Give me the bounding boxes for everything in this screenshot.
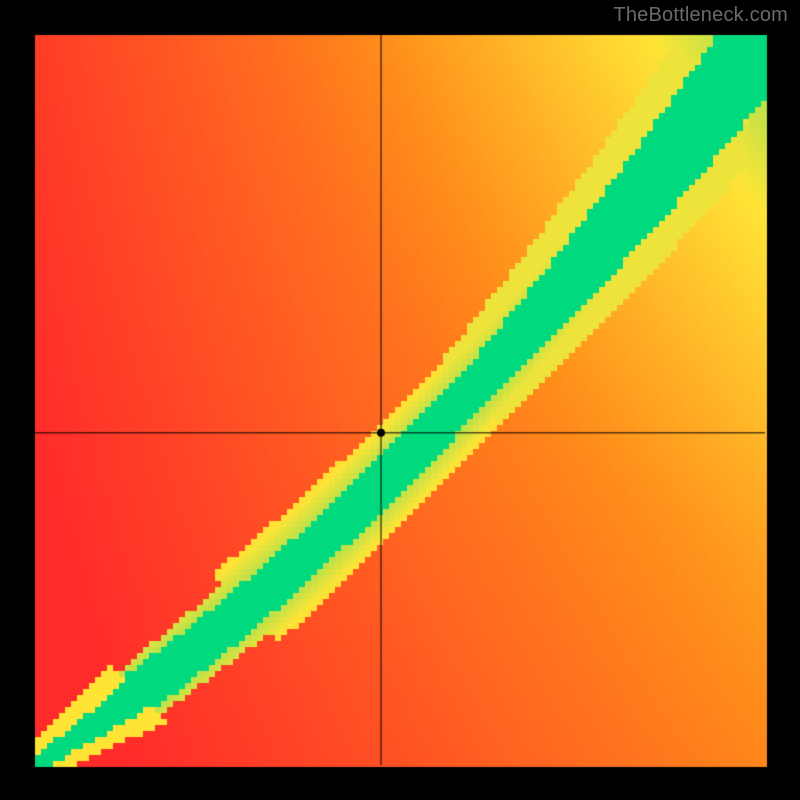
heatmap-canvas: [0, 0, 800, 800]
chart-container: TheBottleneck.com: [0, 0, 800, 800]
watermark-label: TheBottleneck.com: [613, 4, 788, 27]
